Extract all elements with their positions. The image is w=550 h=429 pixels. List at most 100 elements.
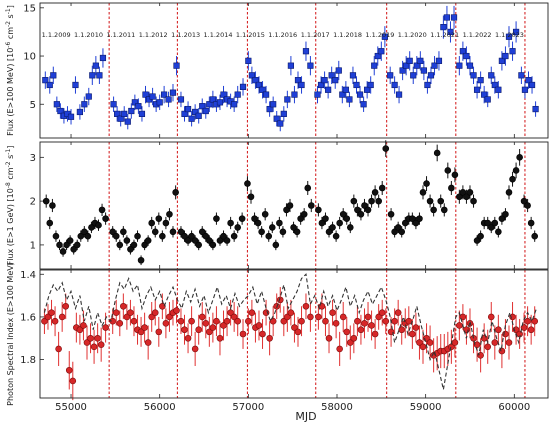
data-point — [258, 228, 265, 236]
data-point — [273, 115, 280, 122]
data-point — [459, 189, 467, 196]
data-point — [477, 77, 484, 84]
data-point — [169, 228, 177, 236]
data-point — [252, 77, 259, 84]
data-point — [276, 296, 284, 304]
data-point — [391, 228, 398, 236]
date-label: 1.1.2020 — [398, 31, 427, 39]
data-point — [120, 302, 127, 310]
data-point — [354, 317, 361, 325]
data-point — [88, 224, 95, 231]
data-point — [192, 108, 199, 116]
data-point — [502, 330, 509, 338]
data-point — [360, 101, 367, 108]
model-curve-line — [43, 273, 538, 390]
data-point — [412, 219, 420, 227]
data-point — [142, 91, 149, 98]
data-point — [238, 215, 246, 222]
data-point — [77, 232, 85, 240]
panel-flux_1gev: 1 2 3 Flux (E>1 GeV) [10-8 cm-2 s-1] — [5, 140, 549, 270]
data-point — [128, 107, 135, 115]
data-point — [99, 54, 107, 62]
data-point — [209, 241, 217, 249]
data-point — [63, 241, 70, 249]
data-point — [58, 313, 66, 321]
data-point — [156, 99, 163, 106]
data-point — [328, 72, 335, 79]
data-point — [409, 330, 416, 338]
data-point — [169, 89, 177, 96]
data-point — [382, 145, 390, 152]
data-point — [184, 334, 192, 342]
data-point — [339, 91, 346, 98]
data-point — [521, 86, 529, 93]
data-point — [234, 224, 242, 231]
data-point — [420, 67, 427, 74]
data-point — [342, 86, 349, 93]
data-point — [191, 237, 199, 244]
data-point — [357, 326, 365, 334]
data-point — [466, 189, 474, 196]
data-point — [135, 103, 142, 110]
data-point — [353, 81, 360, 89]
data-point — [223, 237, 231, 244]
data-point — [69, 377, 77, 385]
data-point — [124, 118, 131, 125]
data-point — [102, 215, 109, 222]
data-point — [291, 324, 298, 331]
data-point — [350, 197, 358, 205]
data-point — [302, 48, 310, 55]
data-point — [149, 93, 156, 100]
data-point — [209, 96, 216, 103]
data-point — [456, 193, 463, 201]
data-point — [216, 334, 224, 342]
data-point — [188, 115, 195, 122]
data-point — [206, 101, 213, 108]
data-point — [512, 167, 520, 174]
data-point — [463, 193, 470, 201]
y-tick-label: 2 — [30, 197, 36, 208]
data-point — [332, 232, 340, 240]
data-point — [371, 189, 379, 196]
data-point — [448, 184, 455, 192]
data-point — [451, 339, 459, 346]
data-point — [55, 345, 62, 353]
data-point — [244, 180, 251, 187]
data-point — [280, 110, 287, 117]
data-point — [248, 72, 255, 79]
data-point — [391, 81, 398, 89]
data-point — [110, 101, 117, 108]
data-point — [202, 107, 209, 115]
data-point — [216, 237, 224, 244]
data-point — [505, 33, 513, 40]
data-point — [130, 241, 138, 249]
data-point — [141, 241, 148, 249]
y-tick-label: 15 — [23, 3, 36, 14]
data-point — [131, 99, 138, 106]
date-label: 1.1.2009 — [42, 31, 71, 39]
x-tick-label: 58000 — [321, 402, 353, 413]
data-point — [505, 189, 513, 196]
data-point — [184, 237, 192, 244]
data-point — [134, 232, 141, 240]
data-point — [65, 366, 73, 374]
data-point — [371, 330, 379, 338]
data-point — [42, 197, 50, 205]
data-point — [332, 77, 339, 84]
data-point — [498, 57, 505, 64]
data-point — [76, 108, 83, 116]
data-point — [387, 72, 394, 79]
data-point — [202, 320, 210, 327]
data-point — [49, 202, 56, 209]
data-point — [343, 328, 351, 336]
data-point — [322, 317, 329, 325]
data-point — [188, 232, 195, 240]
data-point — [109, 317, 116, 325]
data-point — [144, 339, 152, 346]
data-point — [509, 48, 516, 55]
data-point — [130, 317, 138, 325]
data-point — [213, 317, 220, 325]
data-point — [354, 206, 361, 214]
data-point — [440, 206, 448, 214]
